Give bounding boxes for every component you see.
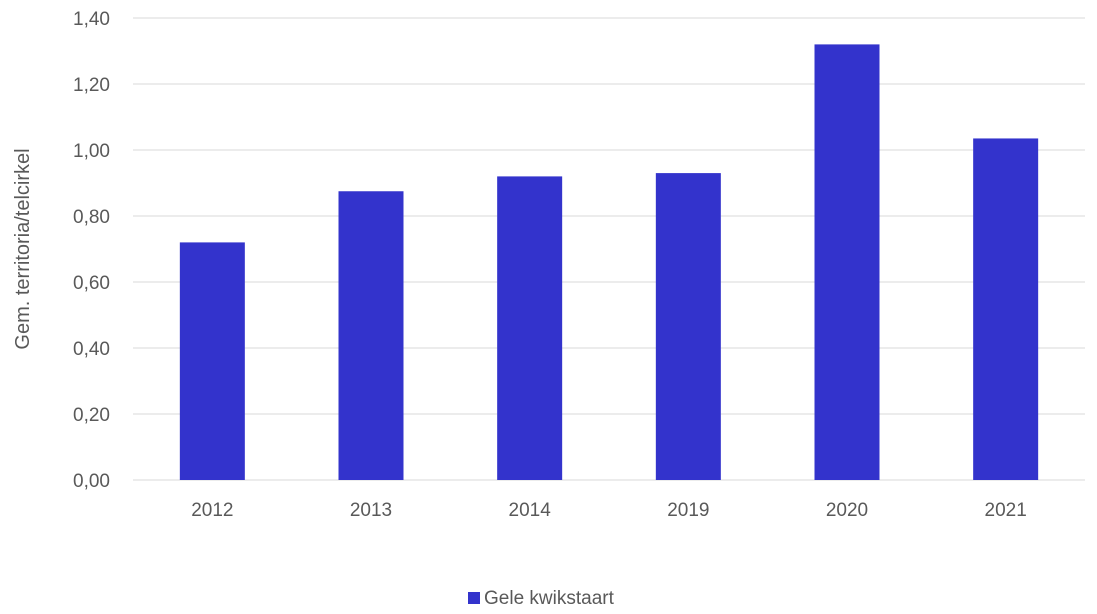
bar [814, 44, 880, 481]
x-tick-label: 2014 [509, 500, 552, 521]
bar [973, 138, 1039, 480]
y-tick-label: 1,00 [73, 141, 110, 162]
y-tick-label: 1,40 [73, 9, 110, 30]
y-tick-label: 1,20 [73, 75, 110, 96]
bars [179, 44, 1039, 481]
y-tick-label: 0,00 [73, 471, 110, 492]
legend: Gele kwikstaart [468, 588, 615, 609]
y-tick-label: 0,40 [73, 339, 110, 360]
legend-swatch [468, 592, 480, 604]
x-tick-label: 2020 [826, 500, 868, 521]
y-tick-label: 0,80 [73, 207, 110, 228]
y-axis-title: Gem. territoria/telcirkel [12, 148, 34, 349]
x-tick-label: 2019 [667, 500, 709, 521]
x-axis-ticks: 2012 2013 2014 2019 2020 2021 [191, 500, 1027, 521]
bar [497, 176, 563, 480]
x-tick-label: 2012 [191, 500, 233, 521]
legend-label: Gele kwikstaart [484, 588, 615, 609]
bar [655, 173, 721, 480]
bar [338, 191, 404, 480]
x-tick-label: 2021 [985, 500, 1027, 521]
y-tick-label: 0,60 [73, 273, 110, 294]
x-tick-label: 2013 [350, 500, 392, 521]
bar [179, 242, 245, 480]
gridlines [133, 17, 1085, 481]
y-axis-ticks: 0,00 0,20 0,40 0,60 0,80 1,00 1,20 1,40 [73, 9, 110, 492]
y-tick-label: 0,20 [73, 405, 110, 426]
